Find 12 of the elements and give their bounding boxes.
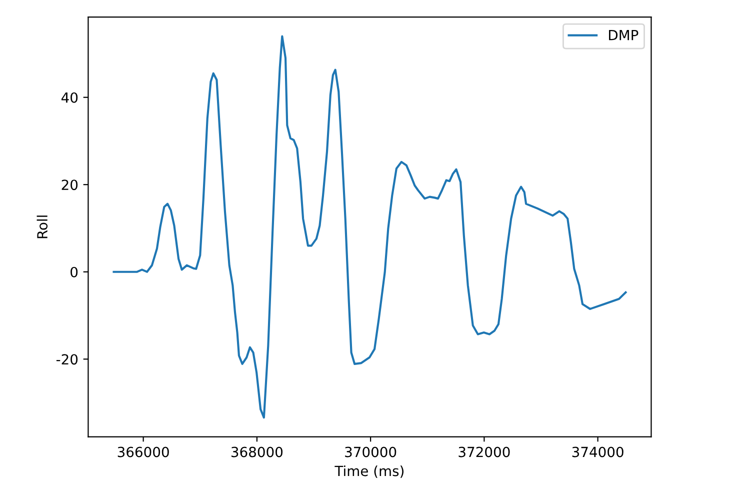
x-axis-title: Time (ms): [334, 465, 404, 478]
y-tick-label: 40: [61, 92, 78, 103]
y-tick-label: 0: [70, 266, 78, 278]
y-axis-title: Roll: [36, 216, 48, 238]
x-tick-label: 370000: [345, 446, 396, 458]
legend-label: DMP: [609, 30, 638, 40]
y-tick-label: 20: [62, 180, 78, 190]
x-tick-label: 366000: [118, 446, 169, 458]
x-tick-label: 372000: [458, 446, 510, 458]
x-tick-label: 368000: [231, 446, 283, 458]
x-tick-label: 374000: [572, 446, 624, 458]
y-tick-label: -20: [56, 354, 78, 365]
